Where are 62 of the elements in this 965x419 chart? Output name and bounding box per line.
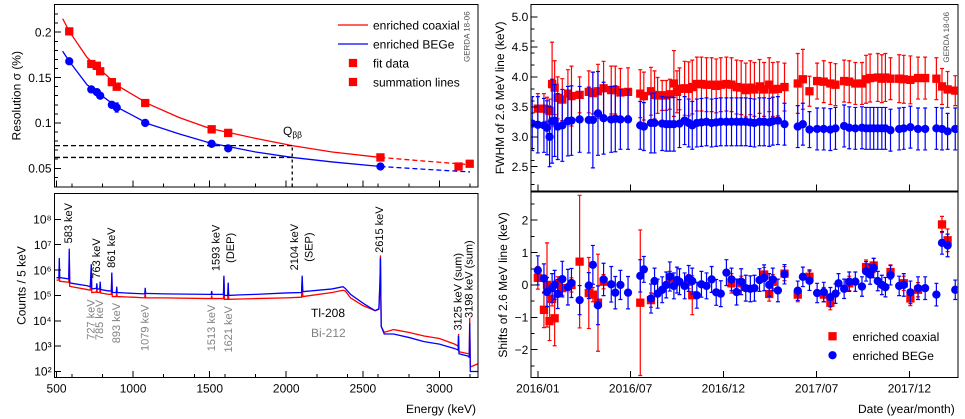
annotation: 583 keV xyxy=(63,202,76,244)
annotation: Bi-212 xyxy=(311,326,346,340)
y-tick-label: 10⁸ xyxy=(33,212,52,227)
annotation: 3198 keV (sum) xyxy=(463,240,476,318)
annotation: 3125 keV (sum) xyxy=(452,252,465,331)
x-tick-label: 2017/12 xyxy=(888,382,932,396)
legend-label: enriched coaxial xyxy=(852,330,940,344)
annotation: 1079 keV xyxy=(139,304,152,352)
y-tick-label: 10² xyxy=(34,364,52,379)
annotation: GERDA 18-06 xyxy=(462,10,472,62)
y-tick-label: 0.05 xyxy=(28,162,52,176)
annotation: Q$_{ββ}$ xyxy=(283,124,302,140)
annotation: 2615 keV xyxy=(374,206,386,253)
legend-label: summation lines xyxy=(372,76,460,90)
x-tick-label: 3000 xyxy=(426,382,454,396)
y-tick-label: 1 xyxy=(522,246,529,260)
annotation: 893 keV xyxy=(111,302,124,344)
y-tick-label: 4.0 xyxy=(512,70,529,84)
y-tick-label: −1 xyxy=(514,310,529,324)
x-tick-label: 2016/12 xyxy=(702,382,746,396)
y-tick-label: 0.15 xyxy=(28,70,52,85)
annotation: 763 keV xyxy=(91,238,103,279)
annotation: 1513 keV xyxy=(206,304,218,352)
x-tick-label: 1500 xyxy=(196,382,224,396)
y-tick-label: 10⁶ xyxy=(33,263,52,278)
y-axis-title: FWHM of 2.6 MeV line (keV) xyxy=(492,21,507,174)
y-tick-label: 3.0 xyxy=(512,130,529,144)
y-tick-label: 3.5 xyxy=(512,100,529,114)
x-axis-title: Date (year/month) xyxy=(858,402,955,416)
y-tick-label: 5.0 xyxy=(512,10,529,24)
y-tick-label: 10⁴ xyxy=(33,314,52,328)
legend-label: fit data xyxy=(372,56,410,71)
legend-label: enriched coaxial xyxy=(372,18,460,33)
y-axis-title: Resolution σ (%) xyxy=(10,51,24,140)
y-tick-label: 2 xyxy=(522,213,529,228)
annotation: 861 keV xyxy=(106,226,118,268)
y-tick-label: 0 xyxy=(522,278,529,292)
y-tick-label: 4.5 xyxy=(512,40,529,54)
y-tick-label: 0.2 xyxy=(34,25,52,40)
annotation: 2104 keV (SEP) xyxy=(288,223,316,270)
y-tick-label: 2.5 xyxy=(512,160,529,174)
x-tick-label: 1000 xyxy=(120,382,147,396)
y-tick-label: 10⁷ xyxy=(34,238,52,252)
annotation: 1593 keV (DEP) xyxy=(210,224,238,272)
x-tick-label: 2000 xyxy=(272,382,300,396)
y-tick-label: 0.1 xyxy=(34,116,52,130)
y-tick-label: 10⁵ xyxy=(33,288,52,303)
legend-label: enriched BEGe xyxy=(372,38,455,52)
legend-label: enriched BEGe xyxy=(852,348,934,363)
annotation: Tl-208 xyxy=(311,306,346,320)
y-axis-title: Shifts of 2.6 MeV line (keV) xyxy=(496,212,510,358)
x-axis-title: Energy (keV) xyxy=(406,402,476,416)
x-tick-label: 2500 xyxy=(349,382,376,396)
y-tick-label: −2 xyxy=(514,342,529,357)
x-tick-label: 500 xyxy=(46,382,67,396)
annotation: 1621 keV xyxy=(222,305,235,352)
x-tick-label: 2016/07 xyxy=(608,382,653,396)
x-tick-label: 2016/01 xyxy=(516,382,560,396)
x-tick-label: 2017/07 xyxy=(794,382,839,396)
y-tick-label: 10³ xyxy=(34,339,52,354)
annotation: GERDA 18-06 xyxy=(942,11,952,63)
y-axis-title: Counts / 5 keV xyxy=(14,246,28,325)
